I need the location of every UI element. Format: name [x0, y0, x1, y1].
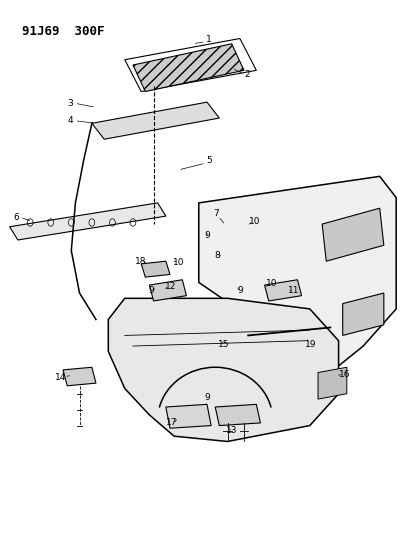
- Text: 3: 3: [67, 99, 73, 108]
- Text: 14: 14: [55, 373, 66, 382]
- Text: 18: 18: [134, 257, 146, 265]
- Text: 7: 7: [213, 209, 218, 218]
- Polygon shape: [321, 208, 383, 261]
- Text: 19: 19: [304, 341, 316, 350]
- Polygon shape: [108, 298, 338, 441]
- Text: 9: 9: [204, 231, 209, 240]
- Polygon shape: [166, 405, 211, 428]
- Text: 9: 9: [148, 286, 154, 295]
- Text: 91J69  300F: 91J69 300F: [22, 25, 104, 38]
- Text: 8: 8: [214, 252, 220, 261]
- Text: 5: 5: [206, 156, 211, 165]
- Polygon shape: [317, 367, 346, 399]
- Polygon shape: [63, 367, 96, 386]
- Text: 6: 6: [13, 213, 19, 222]
- Polygon shape: [264, 280, 301, 301]
- Polygon shape: [149, 280, 186, 301]
- Text: 16: 16: [338, 370, 350, 379]
- Polygon shape: [141, 261, 170, 277]
- Polygon shape: [215, 405, 260, 425]
- Text: 11: 11: [288, 286, 299, 295]
- Polygon shape: [9, 203, 166, 240]
- Text: 4: 4: [67, 116, 73, 125]
- Polygon shape: [198, 237, 289, 264]
- Text: 10: 10: [248, 217, 259, 226]
- Polygon shape: [342, 293, 383, 335]
- Polygon shape: [92, 102, 219, 139]
- Polygon shape: [198, 176, 395, 373]
- Text: 9: 9: [204, 393, 209, 402]
- Text: 10: 10: [172, 258, 183, 266]
- Text: 9: 9: [237, 286, 242, 295]
- Text: 12: 12: [165, 281, 176, 290]
- Text: 13: 13: [225, 426, 237, 435]
- Text: 2: 2: [244, 70, 249, 79]
- Text: 17: 17: [165, 418, 176, 427]
- Polygon shape: [133, 44, 243, 92]
- Polygon shape: [215, 224, 243, 235]
- Text: 15: 15: [217, 340, 229, 349]
- Text: 10: 10: [265, 279, 277, 288]
- Text: 1: 1: [206, 35, 211, 44]
